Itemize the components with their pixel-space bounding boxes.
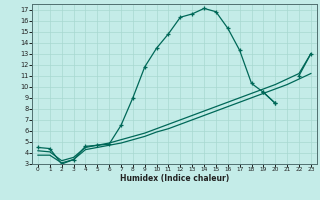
X-axis label: Humidex (Indice chaleur): Humidex (Indice chaleur): [120, 174, 229, 183]
